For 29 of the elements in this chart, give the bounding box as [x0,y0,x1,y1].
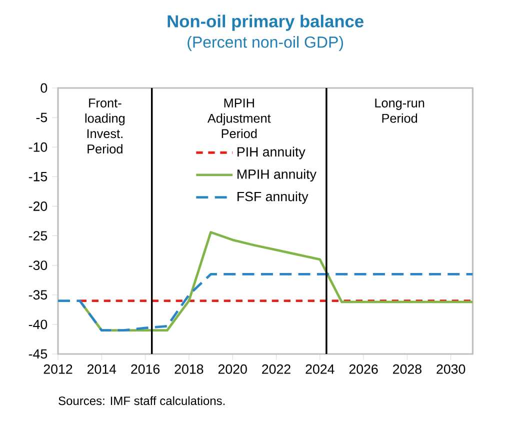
annotation: MPIH Adjustment Period [207,98,271,138]
y-tick-label: -45 [28,349,48,359]
y-tick-label: -20 [28,202,48,211]
x-tick-label: 2012 [44,364,72,374]
legend-label: PIH annuity [238,146,306,160]
x-tick-label: 2020 [218,364,247,374]
y-tick-label: -15 [28,172,48,182]
y-tick-label: -40 [28,320,48,330]
chart-subtitle: (Percent non-oil GDP) [188,36,343,51]
legend-label: MPIH annuity [238,169,316,182]
y-tick-label: -35 [28,290,48,300]
annotation: Front-loading Invest. Period [85,98,125,154]
y-tick-label: 0 [40,83,48,93]
legend-label: FSF annuity [238,191,308,204]
annotation: Long-run Period [375,98,424,123]
x-tick-label: 2024 [306,364,334,374]
source-note: Sources: IMF staff calculations. [58,396,225,406]
x-tick-label: 2022 [262,364,290,374]
y-tick-label: -25 [28,231,48,240]
x-tick-label: 2014 [87,364,116,374]
chart-title: Non-oil primary balance [168,14,364,31]
y-tick-label: -10 [28,142,48,152]
y-tick-label: -5 [36,112,48,122]
x-tick-label: 2030 [436,364,466,374]
x-tick-label: 2026 [349,364,378,374]
x-tick-label: 2028 [393,364,422,374]
x-tick-label: 2018 [174,364,204,374]
y-tick-label: -30 [28,260,48,270]
x-tick-label: 2016 [131,364,160,374]
